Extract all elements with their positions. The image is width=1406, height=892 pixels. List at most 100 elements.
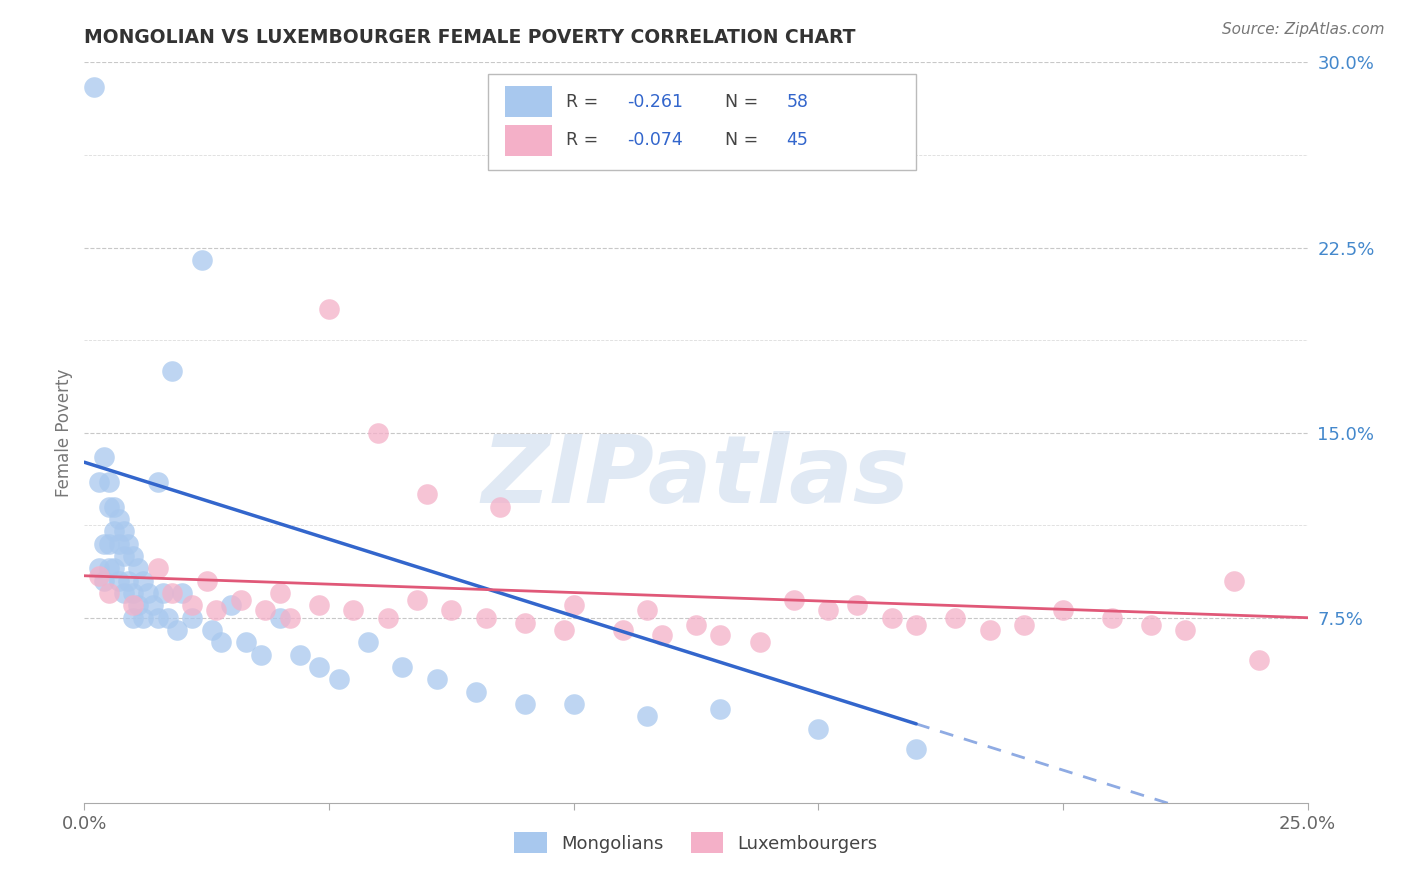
Point — [612, 623, 634, 637]
Point — [391, 660, 413, 674]
Point — [685, 618, 707, 632]
Point — [367, 425, 389, 440]
Point — [219, 599, 242, 613]
Point — [93, 574, 115, 588]
Point — [562, 599, 585, 613]
Point — [103, 561, 125, 575]
Point — [122, 586, 145, 600]
Point — [269, 610, 291, 624]
Point — [426, 673, 449, 687]
Point — [87, 475, 110, 489]
Point — [191, 252, 214, 267]
Point — [117, 536, 139, 550]
Point — [107, 574, 129, 588]
Point — [342, 603, 364, 617]
Point — [146, 561, 169, 575]
Point — [416, 487, 439, 501]
Point — [200, 623, 222, 637]
Point — [103, 524, 125, 539]
Point — [152, 586, 174, 600]
Point — [205, 603, 228, 617]
FancyBboxPatch shape — [505, 125, 551, 156]
Text: 45: 45 — [786, 131, 808, 149]
Point — [846, 599, 869, 613]
Point — [783, 593, 806, 607]
Point — [93, 450, 115, 465]
Point — [562, 697, 585, 711]
Point — [464, 685, 486, 699]
Point — [132, 610, 155, 624]
Point — [709, 702, 731, 716]
Point — [308, 599, 330, 613]
FancyBboxPatch shape — [505, 87, 551, 117]
Point — [1101, 610, 1123, 624]
Point — [112, 549, 135, 563]
Point — [636, 709, 658, 723]
Point — [905, 741, 928, 756]
Point — [440, 603, 463, 617]
Point — [97, 475, 120, 489]
Point — [905, 618, 928, 632]
Point — [87, 561, 110, 575]
Text: ZIPatlas: ZIPatlas — [482, 431, 910, 523]
Point — [97, 561, 120, 575]
Point — [1052, 603, 1074, 617]
Point — [269, 586, 291, 600]
Point — [377, 610, 399, 624]
Point — [817, 603, 839, 617]
Point — [132, 574, 155, 588]
Point — [318, 302, 340, 317]
Legend: Mongolians, Luxembourgers: Mongolians, Luxembourgers — [515, 832, 877, 853]
Point — [136, 586, 159, 600]
Point — [880, 610, 903, 624]
Point — [489, 500, 512, 514]
Point — [172, 586, 194, 600]
Point — [107, 512, 129, 526]
Point — [181, 599, 204, 613]
Point — [807, 722, 830, 736]
Point — [127, 561, 149, 575]
Text: R =: R = — [567, 131, 605, 149]
Text: R =: R = — [567, 93, 605, 111]
Point — [406, 593, 429, 607]
FancyBboxPatch shape — [488, 73, 917, 169]
Y-axis label: Female Poverty: Female Poverty — [55, 368, 73, 497]
Point — [513, 697, 536, 711]
Point — [943, 610, 966, 624]
Point — [748, 635, 770, 649]
Point — [142, 599, 165, 613]
Point — [357, 635, 380, 649]
Point — [229, 593, 252, 607]
Point — [122, 610, 145, 624]
Point — [328, 673, 350, 687]
Point — [1247, 653, 1270, 667]
Text: -0.074: -0.074 — [627, 131, 683, 149]
Point — [122, 549, 145, 563]
Point — [156, 610, 179, 624]
Point — [979, 623, 1001, 637]
Text: 58: 58 — [786, 93, 808, 111]
Text: N =: N = — [725, 131, 763, 149]
Point — [636, 603, 658, 617]
Point — [162, 364, 184, 378]
Point — [146, 610, 169, 624]
Point — [122, 599, 145, 613]
Point — [107, 536, 129, 550]
Point — [97, 536, 120, 550]
Point — [112, 524, 135, 539]
Point — [235, 635, 257, 649]
Point — [308, 660, 330, 674]
Point — [162, 586, 184, 600]
Point — [1140, 618, 1163, 632]
Point — [288, 648, 311, 662]
Point — [117, 574, 139, 588]
Point — [553, 623, 575, 637]
Point — [87, 568, 110, 582]
Text: -0.261: -0.261 — [627, 93, 683, 111]
Point — [181, 610, 204, 624]
Text: MONGOLIAN VS LUXEMBOURGER FEMALE POVERTY CORRELATION CHART: MONGOLIAN VS LUXEMBOURGER FEMALE POVERTY… — [84, 28, 856, 47]
Point — [93, 536, 115, 550]
Point — [112, 586, 135, 600]
Point — [127, 599, 149, 613]
Point — [103, 500, 125, 514]
